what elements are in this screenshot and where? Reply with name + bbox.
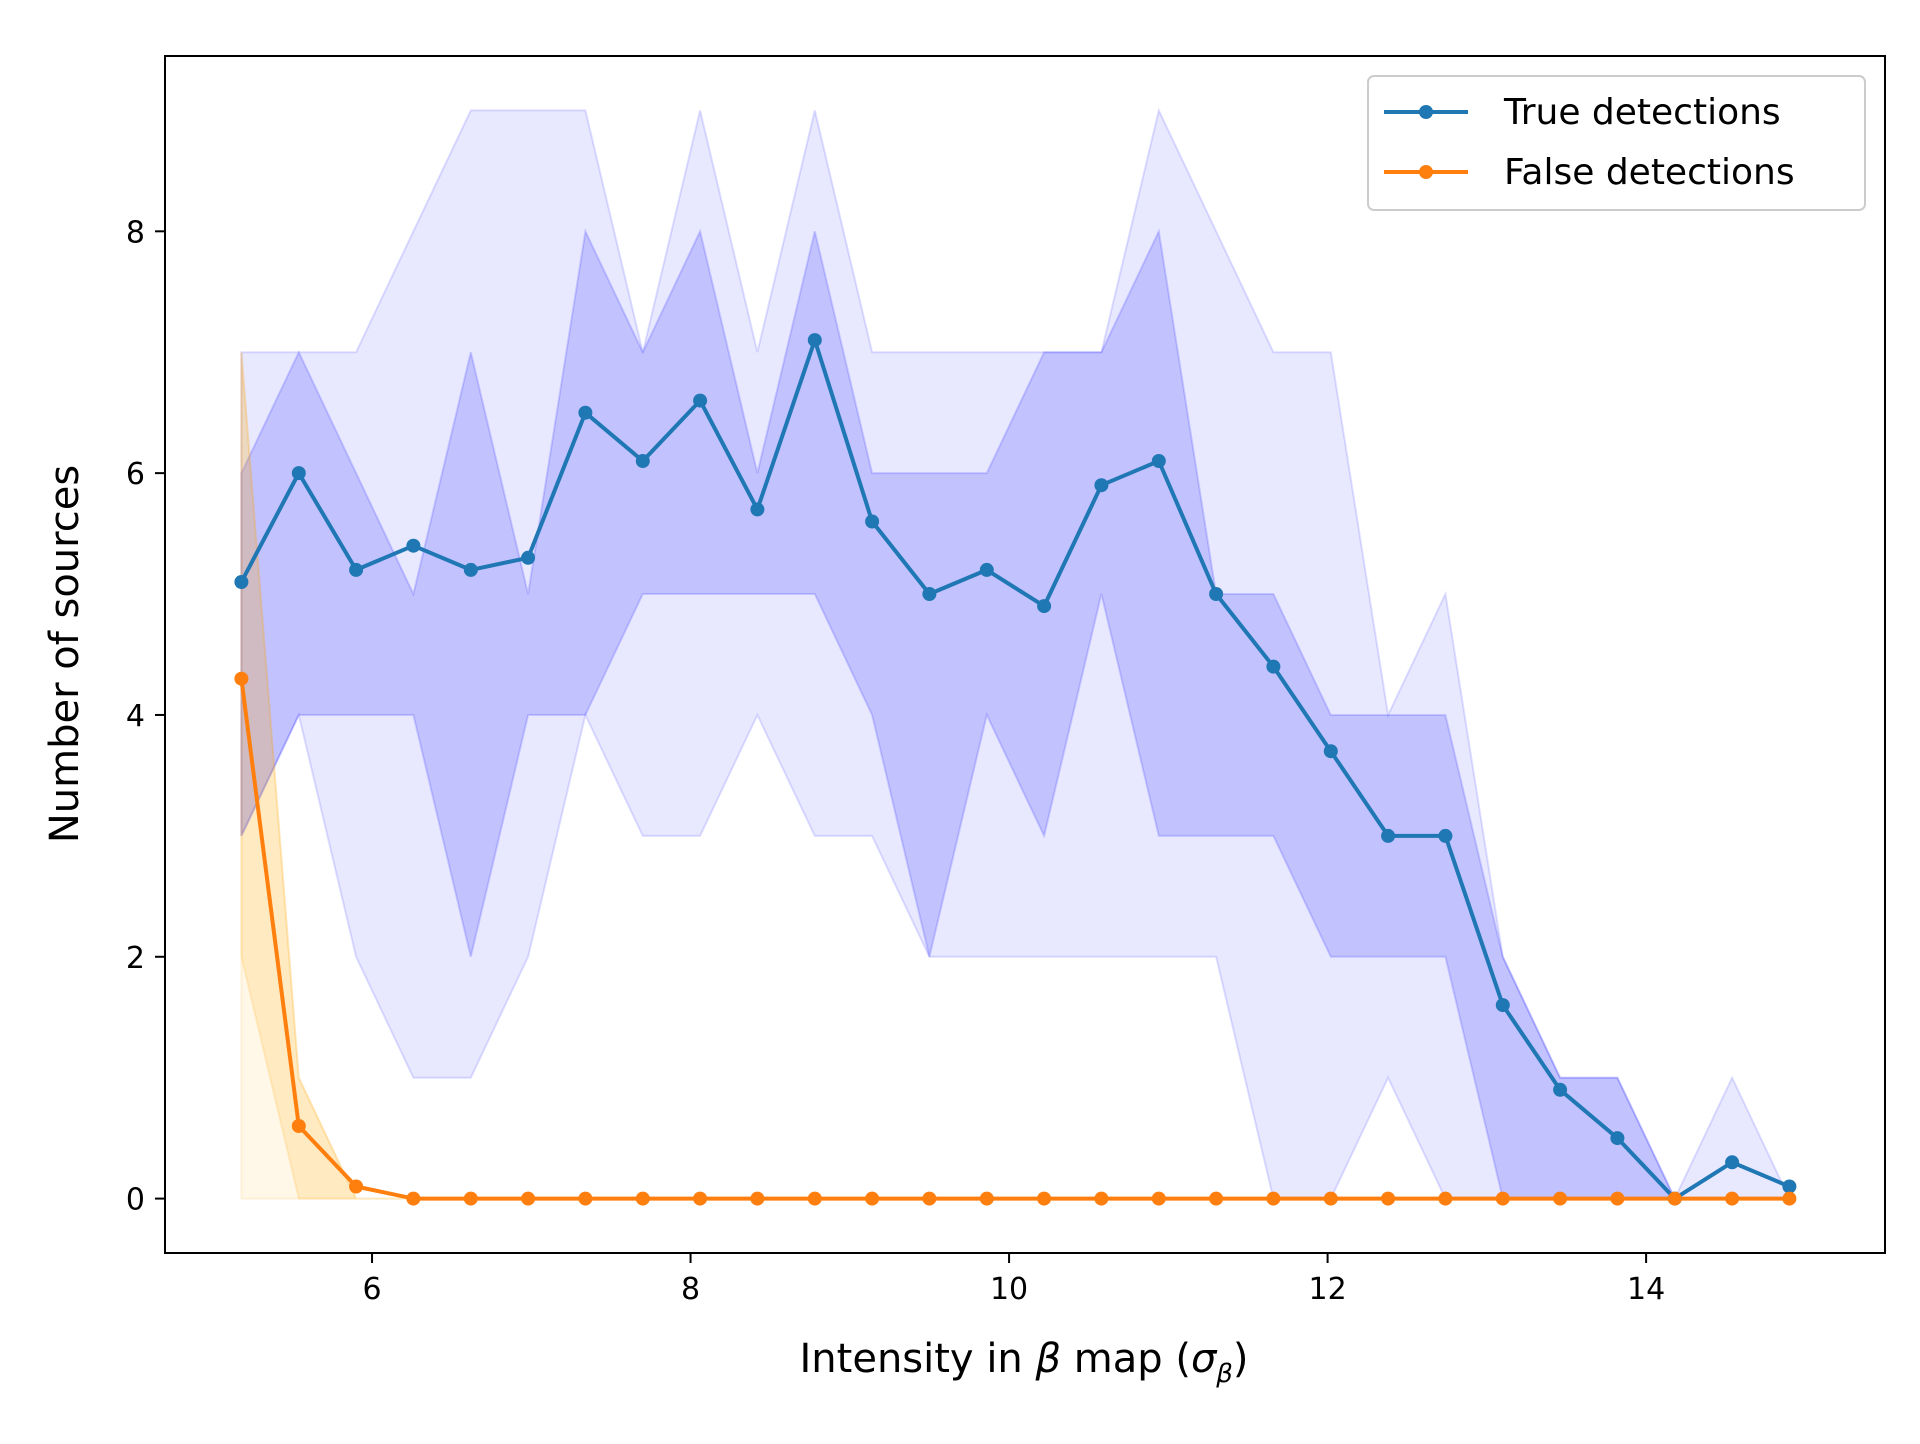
false-detections-point xyxy=(578,1191,593,1206)
false-detections-point xyxy=(1323,1191,1338,1206)
x-tick-label: 8 xyxy=(681,1272,700,1307)
true-detections-point xyxy=(1610,1131,1625,1146)
x-axis-label-beta: β xyxy=(1035,1336,1062,1382)
x-tick-label: 10 xyxy=(990,1272,1028,1307)
legend-box xyxy=(1367,75,1866,211)
y-tick-label: 2 xyxy=(126,941,145,976)
true-detections-line xyxy=(239,338,1791,1201)
x-tick-label: 6 xyxy=(362,1272,381,1307)
true-detections-point xyxy=(406,538,421,553)
x-tick-label: 14 xyxy=(1627,1272,1665,1307)
x-tick-label: 12 xyxy=(1308,1272,1346,1307)
legend: True detections False detections xyxy=(1367,75,1866,211)
true-detections-point xyxy=(1037,599,1052,614)
false-detections-point xyxy=(693,1191,708,1206)
true-detections-point xyxy=(979,562,994,577)
true-detections-point xyxy=(807,333,822,348)
false-detections-point xyxy=(1782,1191,1797,1206)
false-detections-point xyxy=(865,1191,880,1206)
false-detections-point xyxy=(922,1191,937,1206)
true-detections-point xyxy=(1323,744,1338,759)
false-detections-point xyxy=(1151,1191,1166,1206)
true-detections-point xyxy=(291,466,306,481)
true-detections-point xyxy=(1209,587,1224,601)
false-detections-line xyxy=(239,678,1790,1201)
true-detections-point xyxy=(1438,828,1453,843)
y-tick-label: 4 xyxy=(126,699,145,734)
x-axis-label-sigma: σ xyxy=(1191,1336,1218,1382)
false-detections-point xyxy=(349,1179,364,1194)
true-detections-point xyxy=(1266,659,1281,674)
x-axis-label-map: map ( xyxy=(1061,1336,1191,1382)
true-detections-point xyxy=(635,454,650,468)
true-detections-point xyxy=(1094,478,1109,493)
x-axis-ticks: 6 8 10 12 14 xyxy=(362,1253,1665,1307)
true-detections-point xyxy=(578,405,593,420)
false-detections-point xyxy=(1610,1191,1625,1206)
legend-false-label: False detections xyxy=(1504,152,1795,193)
plot-frame xyxy=(164,55,1886,1254)
true-detections-point xyxy=(750,502,765,517)
true-detections-point xyxy=(922,587,937,601)
false-detections-point xyxy=(807,1191,822,1206)
y-axis-ticks: 0 2 4 6 8 xyxy=(126,215,165,1218)
false-detections-point xyxy=(291,1119,306,1133)
false-detections-point xyxy=(1438,1191,1453,1206)
true-detections-point xyxy=(865,514,880,529)
false-detections-point xyxy=(1209,1191,1224,1206)
false-detections-point xyxy=(1495,1191,1510,1206)
true-detections-point xyxy=(1553,1082,1568,1097)
false-detections-point xyxy=(1381,1191,1396,1206)
true-detections-point xyxy=(1725,1155,1740,1170)
true-detections-point xyxy=(349,562,364,577)
x-axis-label-subscript: β xyxy=(1215,1359,1233,1389)
false-detections-point xyxy=(1553,1191,1568,1206)
false-detections-point xyxy=(1037,1191,1052,1206)
true-detections-point xyxy=(463,562,478,577)
true-detections-point xyxy=(1381,828,1396,843)
legend-true-marker xyxy=(1419,105,1433,119)
false-detections-point xyxy=(521,1191,536,1206)
true-detections-point xyxy=(1782,1179,1797,1194)
false-detections-point xyxy=(1725,1191,1740,1206)
true-detections-point xyxy=(1151,454,1166,468)
true-detections-point xyxy=(521,550,536,565)
y-tick-label: 8 xyxy=(126,215,145,250)
false-detections-point xyxy=(1667,1191,1682,1206)
false-detections-point xyxy=(406,1191,421,1206)
legend-false-marker xyxy=(1419,165,1433,179)
false-detections-point xyxy=(1266,1191,1281,1206)
false-detections-point xyxy=(1094,1191,1109,1206)
true-detections-point xyxy=(1495,998,1510,1013)
false-detections-point xyxy=(463,1191,478,1206)
true-detections-point xyxy=(234,575,249,589)
false-detections-point xyxy=(979,1191,994,1206)
false-detections-point xyxy=(234,671,249,686)
x-axis-label-prefix: Intensity in xyxy=(800,1336,1036,1382)
y-tick-label: 6 xyxy=(126,457,145,492)
false-detections-point xyxy=(635,1191,650,1206)
y-axis-label: Number of sources xyxy=(42,465,88,843)
false-detections-point xyxy=(750,1191,765,1206)
true-detections-point xyxy=(693,393,708,408)
y-tick-label: 0 xyxy=(126,1183,145,1218)
series-points xyxy=(234,333,1797,1206)
x-axis-label: Intensity in β map (σβ) xyxy=(800,1336,1249,1389)
series-lines xyxy=(239,338,1791,1201)
legend-true-label: True detections xyxy=(1503,92,1781,133)
x-axis-label-close: ) xyxy=(1233,1336,1249,1382)
